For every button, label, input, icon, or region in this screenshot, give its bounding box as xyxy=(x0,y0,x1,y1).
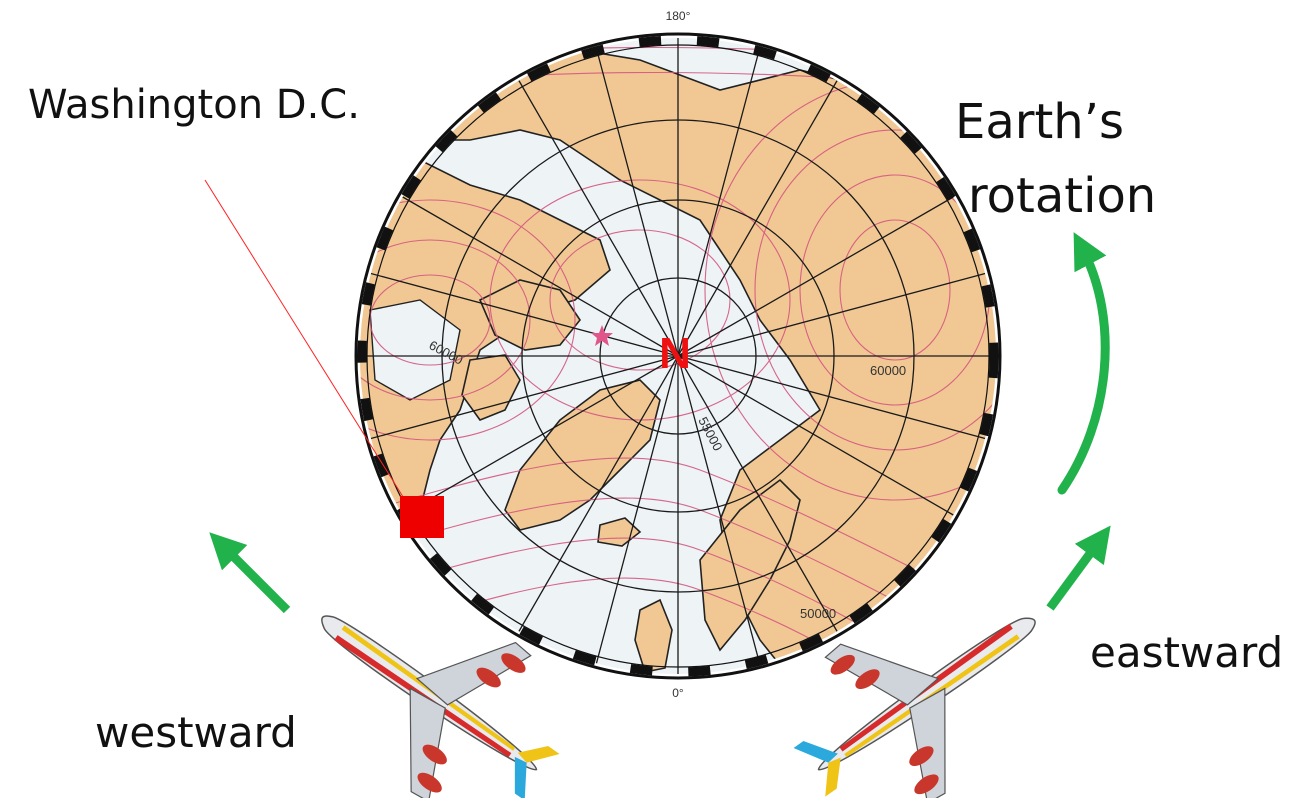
airplane-eastward-icon xyxy=(793,617,1036,803)
longitude-label-0: 0° xyxy=(672,686,684,700)
washington-leader-line xyxy=(204,179,411,509)
rotation-label-line2: rotation xyxy=(968,168,1157,224)
contour-value-label: 60000 xyxy=(870,363,906,378)
eastward-label: eastward xyxy=(1090,628,1284,677)
rotation-arrow xyxy=(1057,232,1110,495)
map-rim-ticks xyxy=(357,35,999,677)
longitude-label-180: 180° xyxy=(666,9,691,23)
washington-label: Washington D.C. xyxy=(28,82,360,128)
graticule xyxy=(360,38,996,674)
magnetic-pole-star-icon xyxy=(591,325,613,346)
airplane-westward-icon xyxy=(321,615,560,803)
washington-marker xyxy=(400,496,444,538)
rotation-label-line1: Earth’s xyxy=(955,94,1124,150)
land-british-isles xyxy=(634,598,673,673)
eastward-arrow xyxy=(1046,525,1111,611)
westward-label: westward xyxy=(95,708,297,757)
westward-arrow xyxy=(209,532,291,614)
north-pole-label: N xyxy=(659,329,691,378)
map-rim-outer xyxy=(354,32,1002,680)
contour-value-label: 50000 xyxy=(800,606,836,621)
